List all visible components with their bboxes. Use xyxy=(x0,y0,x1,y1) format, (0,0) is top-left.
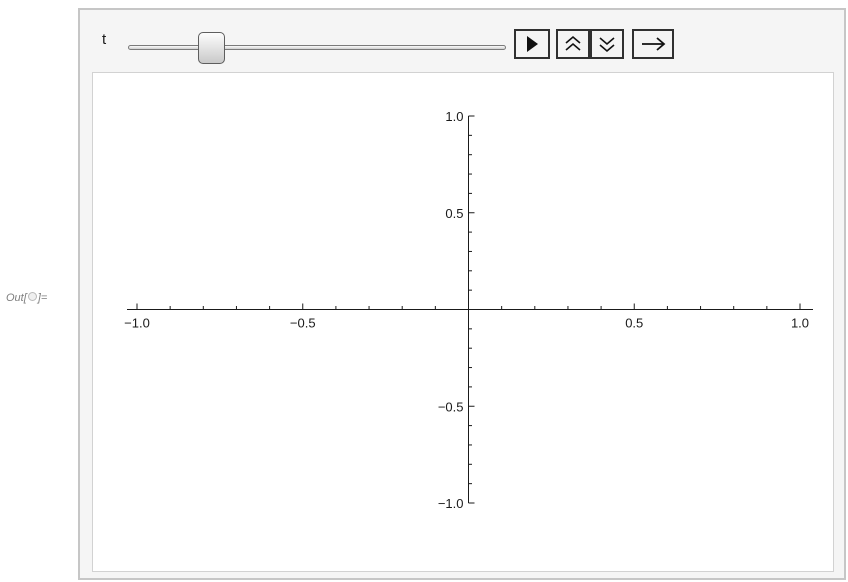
slider-track[interactable] xyxy=(128,45,506,50)
slider-variable-label: t xyxy=(102,31,107,48)
plot-area: −1.0 −0.5 0.5 1.0 1.0 0.5 −0.5 −1.0 xyxy=(124,109,813,511)
y-tick-label: 1.0 xyxy=(445,109,463,124)
controls-bar: t xyxy=(80,10,844,72)
x-tick-label: −1.0 xyxy=(124,316,150,331)
double-chevron-down-icon xyxy=(599,37,615,53)
y-tick-label: −0.5 xyxy=(438,399,464,414)
cell-label-dot-icon xyxy=(27,292,37,301)
play-button[interactable] xyxy=(514,29,550,59)
x-tick-label: 0.5 xyxy=(625,316,643,331)
double-chevron-up-icon xyxy=(565,35,581,51)
plot-panel: −1.0 −0.5 0.5 1.0 1.0 0.5 −0.5 −1.0 xyxy=(92,72,834,572)
slower-button[interactable] xyxy=(590,29,624,59)
output-cell-label: Out[ ]= xyxy=(6,292,47,304)
output-prefix: Out[ xyxy=(6,292,27,304)
play-icon xyxy=(527,36,538,52)
output-suffix: ]= xyxy=(37,292,48,304)
arrow-right-icon xyxy=(642,37,666,51)
x-tick-label: 1.0 xyxy=(791,316,809,331)
y-tick-label: −1.0 xyxy=(438,496,464,511)
y-tick-label: 0.5 xyxy=(445,206,463,221)
direction-button[interactable] xyxy=(632,29,674,59)
slider-thumb[interactable] xyxy=(198,32,226,64)
manipulate-panel: t −1.0 −0.5 0.5 1.0 1.0 xyxy=(78,8,846,580)
faster-button[interactable] xyxy=(556,29,590,59)
x-tick-label: −0.5 xyxy=(290,316,316,331)
